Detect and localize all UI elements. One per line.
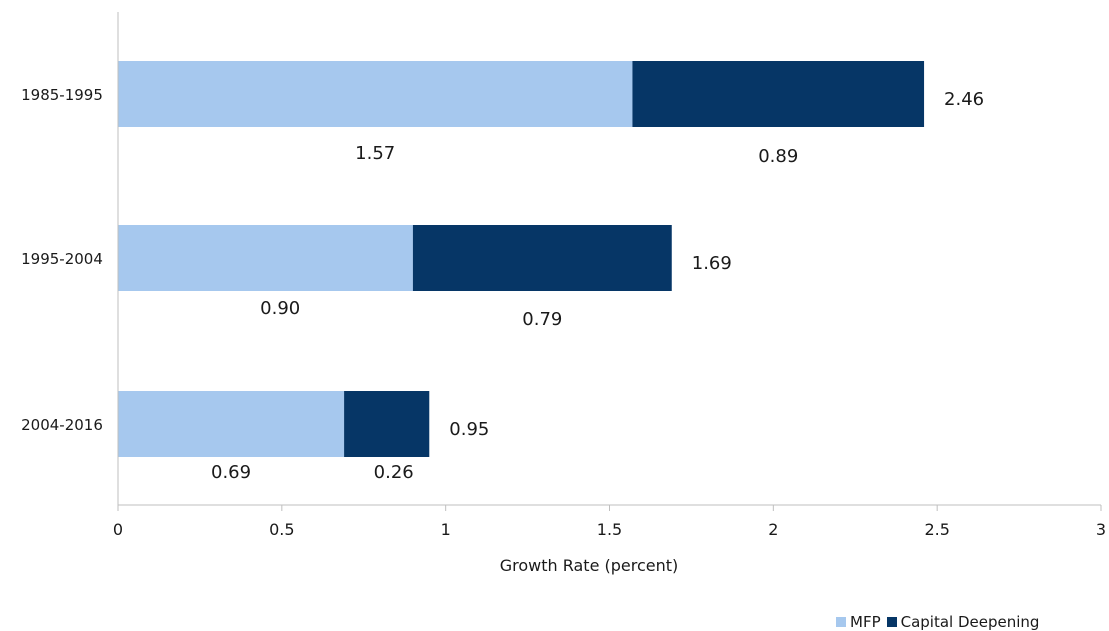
- total-label-2004-2016: 0.95: [449, 419, 489, 440]
- category-label-1995-2004: 1995-2004: [21, 250, 103, 268]
- total-label-1985-1995: 2.46: [944, 89, 984, 110]
- x-tick-label: 1: [441, 520, 451, 539]
- bar-mfp-2004-2016: [118, 391, 345, 457]
- value-label-mfp-2004-2016: 0.69: [211, 462, 251, 483]
- labels-layer: 1985-1995 1.57 0.89 2.46 1995-2004 0.90 0.79 1.…: [21, 86, 984, 483]
- legend: MFP Capital Deepening: [836, 613, 1045, 631]
- legend-swatch-mfp: [836, 617, 846, 627]
- value-label-capital-deepening-1995-2004: 0.79: [522, 309, 562, 330]
- legend-label-capital-deepening: Capital Deepening: [900, 613, 1040, 631]
- x-tick-label: 3: [1096, 520, 1106, 539]
- bar-mfp-1995-2004: [118, 225, 413, 291]
- x-tick-label: 2: [768, 520, 778, 539]
- x-tick-label: 0: [113, 520, 123, 539]
- x-tick-label: 0.5: [269, 520, 294, 539]
- legend-swatch-capital-deepening: [886, 617, 897, 627]
- x-tick-label: 2.5: [924, 520, 949, 539]
- bar-capital-deepening-1985-1995: [632, 61, 925, 127]
- category-label-2004-2016: 2004-2016: [21, 416, 103, 434]
- axis-layer: 0 0.5 1 1.5 2 2.5 3: [113, 12, 1106, 539]
- bar-capital-deepening-1995-2004: [412, 225, 672, 291]
- legend-item-mfp: MFP: [836, 613, 881, 631]
- value-label-capital-deepening-1985-1995: 0.89: [758, 146, 798, 167]
- category-label-1985-1995: 1985-1995: [21, 86, 103, 104]
- total-label-1995-2004: 1.69: [692, 253, 732, 274]
- x-axis-label: Growth Rate (percent): [500, 556, 679, 575]
- bar-capital-deepening-2004-2016: [344, 391, 430, 457]
- value-label-mfp-1985-1995: 1.57: [355, 143, 395, 164]
- value-label-mfp-1995-2004: 0.90: [260, 298, 300, 319]
- chart: 0 0.5 1 1.5 2 2.5 3 1985-1995 1.57 0.89 2.46 1995-…: [21, 12, 1106, 575]
- x-tick-label: 1.5: [597, 520, 622, 539]
- legend-item-capital-deepening: Capital Deepening: [886, 613, 1040, 631]
- value-label-capital-deepening-2004-2016: 0.26: [374, 462, 414, 483]
- bars-layer: [118, 61, 925, 457]
- legend-label-mfp: MFP: [850, 613, 881, 631]
- bar-mfp-1985-1995: [118, 61, 633, 127]
